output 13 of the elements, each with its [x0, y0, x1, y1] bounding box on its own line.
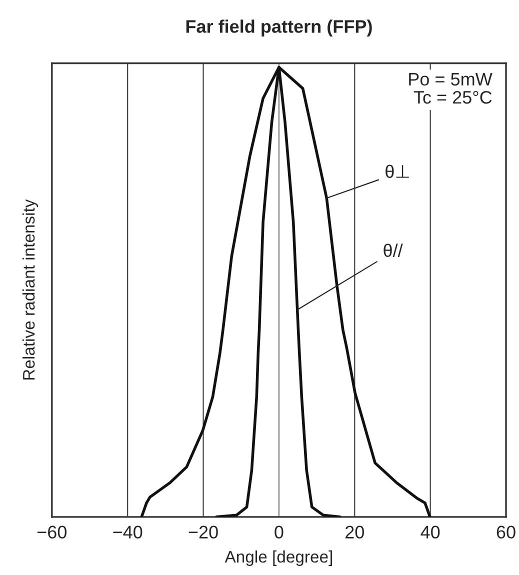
- chart-title: Far field pattern (FFP): [186, 20, 372, 36]
- annotation: Po = 5mW Tc = 25°C: [409, 72, 492, 104]
- x-tick-label: −60: [37, 526, 67, 539]
- x-tick-label: −40: [113, 526, 142, 539]
- x-tick-label: 40: [420, 526, 440, 539]
- x-tick-label: 20: [346, 526, 364, 539]
- y-axis-title: Relative radiant intensity: [22, 199, 38, 380]
- annotation: θ⊥: [386, 164, 409, 178]
- x-axis-title: Angle [degree]: [224, 550, 332, 566]
- x-tick-label: −20: [188, 526, 218, 539]
- annotation: θ//: [384, 244, 403, 257]
- x-tick-label: 0: [274, 526, 284, 539]
- x-tick-label: 60: [496, 526, 516, 539]
